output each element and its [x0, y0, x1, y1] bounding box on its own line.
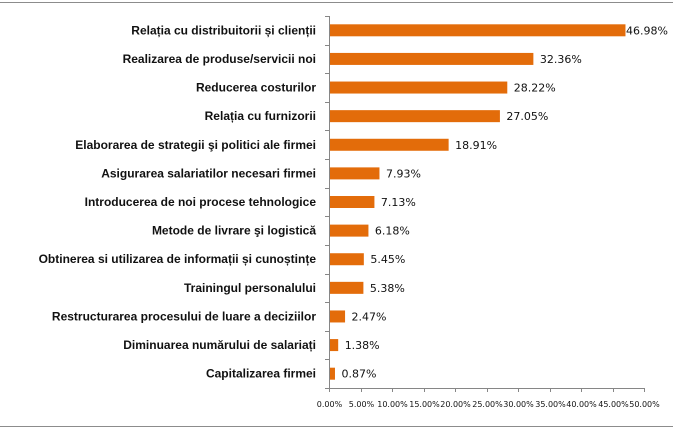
bar — [329, 310, 346, 323]
tick-labels-group: 0.00% 5.00% 10.00% 15.00% 20.00% 25.00% 30.00%… — [317, 400, 660, 409]
bar — [329, 138, 449, 151]
value-label: 28.22% — [514, 82, 556, 95]
category-label: Realizarea de produse/servicii noi — [123, 52, 316, 66]
value-label: 32.36% — [540, 53, 582, 66]
bar — [329, 339, 339, 352]
category-label: Reducerea costurilor — [196, 81, 316, 95]
value-label: 5.45% — [370, 253, 405, 266]
category-labels-group: Relația cu distribuitorii și clienții Rea… — [39, 23, 317, 380]
category-label: Elaborarea de strategii şi politici ale … — [75, 138, 316, 152]
value-axis-tick-label: 40.00% — [566, 400, 597, 409]
axes-group — [325, 16, 645, 392]
category-label: Obtinerea si utilizarea de informații și… — [39, 252, 317, 266]
value-label: 5.38% — [370, 282, 405, 295]
value-axis-tick-label: 10.00% — [377, 400, 408, 409]
value-label: 7.13% — [381, 196, 416, 209]
bar — [329, 110, 500, 123]
value-label: 6.18% — [375, 225, 410, 238]
value-label: 18.91% — [455, 139, 497, 152]
category-label: Asigurarea salariatilor necesari firmei — [101, 166, 316, 180]
category-label: Relația cu furnizorii — [205, 109, 316, 123]
frame-top-border — [0, 2, 673, 3]
value-label: 27.05% — [506, 110, 548, 123]
value-axis-tick-label: 5.00% — [349, 400, 375, 409]
frame-bottom-border — [0, 426, 673, 427]
category-label: Introducerea de noi procese tehnologice — [85, 195, 317, 209]
value-axis-tick-label: 20.00% — [440, 400, 471, 409]
value-axis-tick-label: 35.00% — [535, 400, 566, 409]
bar — [329, 52, 534, 65]
value-label: 2.47% — [352, 310, 387, 323]
bar — [329, 281, 364, 294]
value-label: 7.93% — [386, 167, 421, 180]
value-labels-group: 46.98% 32.36% 28.22% 27.05% 18.91% 7.93% 7.13%… — [341, 24, 667, 380]
bar — [329, 224, 369, 237]
value-axis-tick-label: 25.00% — [472, 400, 503, 409]
category-label: Restructurarea procesului de luare a dec… — [52, 309, 316, 323]
category-label: Capitalizarea firmei — [206, 367, 316, 381]
bar — [329, 367, 335, 380]
category-label: Diminuarea numărului de salariați — [123, 338, 316, 352]
value-axis-tick-label: 15.00% — [409, 400, 440, 409]
bar — [329, 81, 508, 94]
bar — [329, 196, 375, 208]
value-axis-tick-label: 30.00% — [503, 400, 534, 409]
value-axis-tick-label: 0.00% — [317, 400, 343, 409]
value-axis-tick-label: 45.00% — [598, 400, 629, 409]
value-label: 1.38% — [345, 339, 380, 352]
value-axis-tick-label: 50.00% — [629, 400, 660, 409]
value-label: 0.87% — [341, 368, 376, 381]
value-label: 46.98% — [626, 24, 668, 37]
bars-group — [329, 24, 626, 380]
bar — [329, 24, 626, 37]
category-label: Trainingul personalului — [184, 281, 316, 295]
category-label: Metode de livrare şi logistică — [152, 224, 316, 238]
bar — [329, 167, 380, 180]
category-label: Relația cu distribuitorii și clienții — [131, 23, 316, 37]
bar — [329, 253, 364, 266]
